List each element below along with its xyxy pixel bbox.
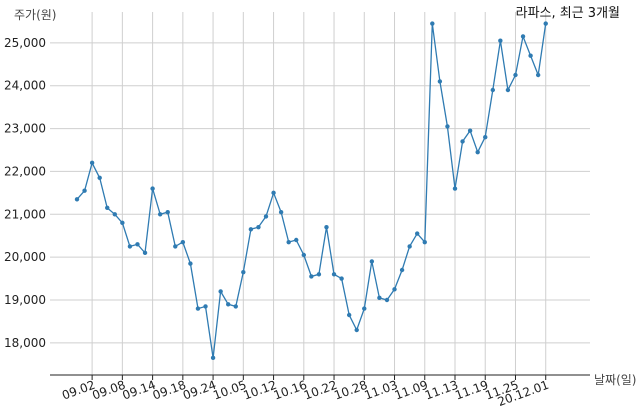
- data-point: [120, 220, 125, 226]
- data-point: [165, 209, 170, 215]
- data-point: [188, 261, 193, 266]
- data-point: [528, 53, 533, 58]
- y-tick-label: 22,000: [4, 164, 46, 178]
- data-point: [445, 124, 450, 129]
- data-point: [105, 205, 110, 211]
- y-axis-ticks: 18,000 19,000 20,000 21,000 22,000 23,000 24,0…: [4, 36, 46, 350]
- data-point: [150, 186, 155, 191]
- data-point: [256, 224, 261, 230]
- data-point: [483, 134, 488, 140]
- y-tick-label: 23,000: [4, 122, 46, 136]
- data-point: [316, 272, 322, 277]
- data-point: [354, 327, 359, 333]
- data-point: [97, 175, 102, 181]
- data-point: [241, 269, 246, 275]
- data-point: [407, 244, 412, 249]
- data-point: [535, 72, 541, 78]
- data-point: [271, 190, 276, 196]
- data-point: [218, 289, 223, 294]
- data-point: [263, 214, 269, 219]
- y-tick-label: 24,000: [4, 79, 46, 93]
- chart-title: 라파스, 최근 3개월: [516, 6, 620, 21]
- data-point: [127, 244, 133, 249]
- data-point: [226, 302, 231, 307]
- data-point: [490, 87, 495, 93]
- data-point: [331, 272, 337, 277]
- data-point: [384, 297, 390, 303]
- data-point: [173, 244, 178, 249]
- x-axis-ticks: 09.0209.0809.1409.1809.2410.0510.1210.16…: [60, 375, 551, 409]
- y-axis-title: 주가(원): [14, 8, 56, 22]
- data-point: [415, 231, 420, 236]
- grid-lines: [50, 12, 590, 375]
- data-point: [112, 212, 118, 217]
- data-point: [460, 139, 465, 144]
- data-point: [324, 224, 329, 230]
- data-point: [203, 304, 208, 309]
- y-tick-label: 18,000: [4, 336, 46, 350]
- data-point: [520, 34, 526, 39]
- data-point: [294, 237, 299, 243]
- data-point: [452, 186, 458, 191]
- data-point: [513, 72, 518, 78]
- data-point: [437, 79, 443, 84]
- data-points: [74, 21, 548, 361]
- data-point: [89, 160, 95, 166]
- data-point: [233, 304, 238, 309]
- data-point: [195, 306, 201, 311]
- x-axis-title: 날짜(일): [594, 373, 636, 387]
- y-tick-label: 25,000: [4, 36, 46, 50]
- data-point: [142, 250, 148, 256]
- data-point: [362, 306, 367, 311]
- data-point: [498, 38, 503, 43]
- data-point: [422, 239, 427, 245]
- data-point: [74, 197, 80, 202]
- data-point: [301, 252, 306, 258]
- data-point: [82, 188, 87, 193]
- data-point: [475, 149, 480, 155]
- data-point: [180, 239, 186, 245]
- data-point: [248, 227, 254, 232]
- data-point: [346, 312, 352, 318]
- data-point: [135, 242, 140, 247]
- data-point: [505, 87, 511, 93]
- data-point: [210, 355, 216, 361]
- data-point: [430, 21, 435, 26]
- data-point: [286, 239, 291, 245]
- y-tick-label: 21,000: [4, 207, 46, 221]
- y-tick-label: 19,000: [4, 293, 46, 307]
- data-point: [309, 274, 314, 279]
- data-point: [157, 212, 163, 217]
- data-point: [543, 21, 548, 26]
- series-line: [76, 23, 547, 358]
- y-tick-label: 20,000: [4, 250, 46, 264]
- data-point: [399, 267, 405, 273]
- data-point: [369, 259, 375, 264]
- data-point: [467, 128, 473, 133]
- data-point: [278, 209, 284, 215]
- data-point: [392, 287, 397, 292]
- data-point: [377, 295, 382, 301]
- data-point: [339, 276, 344, 281]
